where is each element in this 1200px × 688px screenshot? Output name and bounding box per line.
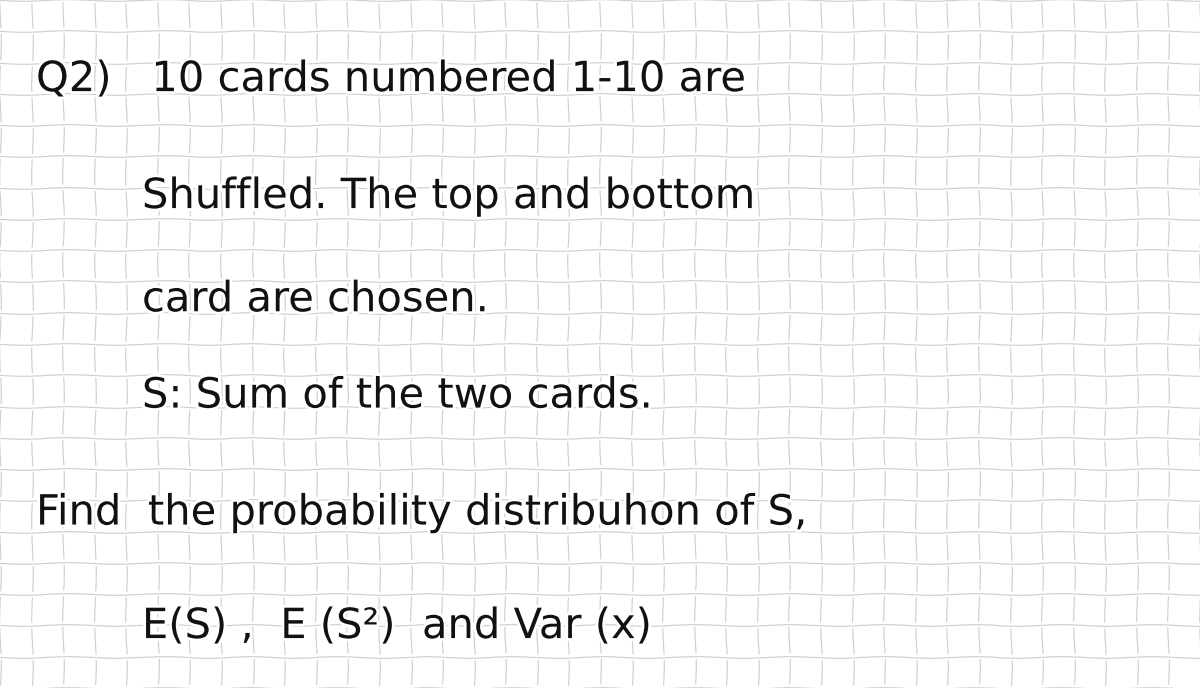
Text: card are chosen.: card are chosen. [36, 278, 488, 321]
Text: Shuffled. The top and bottom: Shuffled. The top and bottom [36, 175, 755, 217]
Text: S: Sum of the two cards.: S: Sum of the two cards. [36, 374, 653, 417]
Text: Find  the probability distribuhon of S,: Find the probability distribuhon of S, [36, 491, 806, 534]
Text: Q2)   10 cards numbered 1-10 are: Q2) 10 cards numbered 1-10 are [36, 58, 745, 100]
Text: E(S) ,  E (S²)  and Var (x): E(S) , E (S²) and Var (x) [36, 605, 652, 647]
